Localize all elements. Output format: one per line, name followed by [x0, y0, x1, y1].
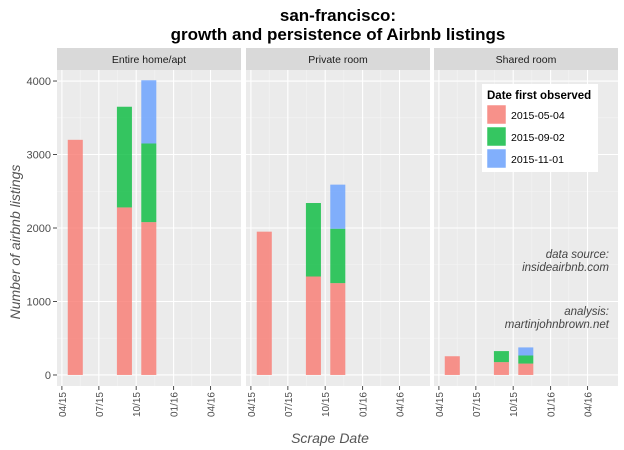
bar-segment [116, 106, 132, 208]
legend-entry-label: 2015-05-04 [511, 110, 565, 122]
data-source-note: data source: [546, 249, 609, 261]
x-tick-label: 04/16 [207, 392, 218, 417]
legend-key [486, 148, 507, 169]
analysis-note: analysis: [564, 306, 609, 318]
x-tick-label: 04/16 [396, 392, 407, 417]
analysis-note: martinjohnbrown.net [505, 319, 610, 331]
x-tick-label: 04/15 [58, 392, 69, 417]
bar-segment [518, 355, 534, 364]
x-tick-label: 01/16 [359, 392, 370, 417]
x-tick-label: 04/15 [435, 392, 446, 417]
bar-segment [305, 203, 321, 277]
x-tick-label: 07/15 [472, 392, 483, 417]
y-axis: 0 1000 2000 3000 4000 [27, 76, 57, 382]
x-tick-label: 10/15 [509, 392, 520, 417]
facet-strip [246, 48, 430, 70]
x-tick-label: 01/16 [170, 392, 181, 417]
y-tick-label: 4000 [27, 76, 51, 88]
legend-key [486, 104, 507, 125]
x-tick-label: 04/16 [584, 392, 595, 417]
legend-key [486, 126, 507, 147]
panel-private-room: Private room 04/15 07/15 10/15 01/16 04/16 [246, 48, 430, 417]
x-tick-label: 10/15 [321, 392, 332, 417]
y-tick-label: 3000 [27, 150, 51, 162]
bar-segment [330, 283, 346, 375]
x-tick-label: 07/15 [95, 392, 106, 417]
facet-strip [57, 48, 241, 70]
panel-entire-home-apt: Entire home/apt 04/15 07/15 10/15 01/16 04/16 [57, 48, 241, 417]
bar-segment [67, 139, 83, 375]
legend-entry-label: 2015-11-01 [511, 154, 564, 166]
bar-segment [330, 228, 346, 284]
bar-segment [444, 356, 460, 375]
bar-segment [141, 143, 157, 223]
chart-subtitle: growth and persistence of Airbnb listing… [171, 25, 506, 44]
y-tick-label: 2000 [27, 223, 51, 235]
legend-entry-label: 2015-09-02 [511, 132, 565, 144]
bar-segment [493, 351, 509, 363]
bar-segment [305, 276, 321, 375]
data-source-note: insideairbnb.com [522, 262, 609, 274]
annotations: data source:insideairbnb.com analysis:mar… [505, 249, 610, 331]
x-tick-label: 04/15 [247, 392, 258, 417]
bar-segment [518, 363, 534, 375]
bar-segment [518, 347, 534, 356]
legend: Date first observed 2015-05-04 2015-09-02 2… [482, 84, 598, 172]
bar-segment [141, 80, 157, 144]
bar-segment [493, 362, 509, 375]
facet-strip-label: Entire home/apt [112, 54, 186, 66]
facet-strip-label: Private room [308, 54, 368, 66]
bar-segment [116, 207, 132, 375]
chart-title: san-francisco: [280, 6, 396, 25]
facet-strip [434, 48, 618, 70]
x-tick-label: 07/15 [284, 392, 295, 417]
legend-title: Date first observed [487, 90, 591, 102]
bar-segment [330, 184, 346, 229]
bar-segment [256, 231, 272, 375]
bar-segment [141, 222, 157, 375]
y-tick-label: 1000 [27, 296, 51, 308]
x-tick-label: 10/15 [132, 392, 143, 417]
y-axis-title: Number of airbnb listings [7, 165, 23, 320]
y-tick-label: 0 [45, 370, 51, 382]
x-axis-title: Scrape Date [291, 430, 369, 446]
x-tick-label: 01/16 [547, 392, 558, 417]
facet-strip-label: Shared room [496, 54, 557, 66]
